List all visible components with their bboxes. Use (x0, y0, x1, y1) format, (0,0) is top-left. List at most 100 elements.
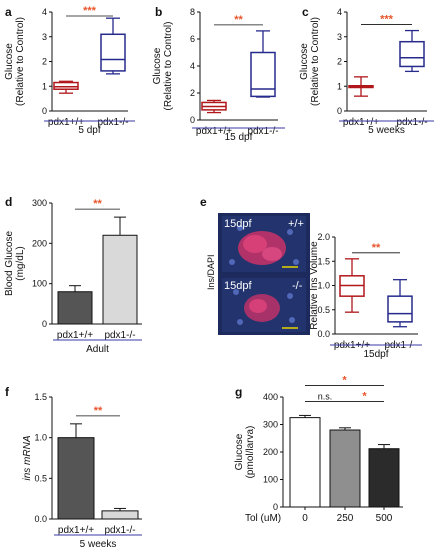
category-label-c: pdx1-/- (396, 117, 427, 128)
bar (368, 448, 400, 508)
chart-f: 0.0 0.5 1.0 1.5 ins mRNA pdx1+/+ pdx1-/- 5 week… (22, 392, 142, 550)
category-label-a: pdx1+/+ (48, 117, 84, 128)
y-tick-label-e: 0.0 (317, 329, 330, 339)
comparison-label: n.s. (318, 391, 333, 401)
y-tick-label-a: 0 (42, 106, 47, 116)
y-axis-label-d: (mg/dL) (15, 246, 26, 280)
y-tick-label-g: 0 (273, 502, 278, 512)
bar (102, 234, 138, 325)
y-tick-label-c: 3 (337, 32, 342, 42)
insulin-cells-bottom (233, 289, 295, 325)
y-tick-label-b: 0 (190, 115, 195, 125)
y-tick-label-g: 300 (263, 420, 278, 430)
comparison-label: * (342, 374, 347, 386)
category-label-f: pdx1-/- (104, 525, 135, 536)
box-iqr (387, 295, 413, 323)
panel-label-g: g (235, 385, 242, 399)
y-tick-label-e: 0.5 (317, 305, 330, 315)
y-axis-label-a: Glucose (4, 43, 15, 80)
box-iqr (399, 40, 425, 68)
y-tick-label-b: 6 (190, 34, 195, 44)
category-label-d: pdx1+/+ (57, 330, 93, 341)
sig-stars: ** (93, 198, 102, 210)
group-label-c: 5 weeks (368, 125, 405, 136)
panel-label-c: c (302, 5, 309, 19)
chart-a: 0 1 2 3 4 Glucose (Relative to Control) pdx1+/+… (4, 5, 135, 136)
y-axis-label-g: (pmol/larva) (245, 426, 256, 479)
panel-label-d: d (5, 195, 12, 209)
bar (57, 437, 95, 520)
y-tick-label-g: 400 (263, 392, 278, 402)
y-axis-label-g: Glucose (234, 433, 245, 470)
category-label-c: pdx1+/+ (343, 117, 379, 128)
y-tick-label-f: 1.5 (34, 392, 47, 402)
image-stain-label: Ins/DAPI (206, 254, 216, 290)
chart-c: 0 1 2 3 4 Glucose (Relative to Control) pdx1+/+… (299, 7, 434, 136)
y-axis-label-c: (Relative to Control) (310, 17, 321, 106)
category-label-g: 250 (337, 513, 354, 524)
y-tick-label-c: 2 (337, 57, 342, 67)
y-tick-label-b: 8 (190, 7, 195, 17)
sig-stars: *** (83, 5, 97, 17)
y-tick-label-f: 0.5 (34, 473, 47, 483)
panel-label-f: f (5, 385, 10, 399)
bar (289, 417, 321, 508)
y-tick-label-e: 1.5 (317, 256, 330, 266)
group-label-e: 15dpf (363, 349, 388, 360)
group-label-b: 15 dpf (225, 132, 253, 143)
image-top-time: 15dpf (224, 218, 252, 230)
bar (101, 510, 139, 520)
box-iqr (100, 33, 126, 72)
y-tick-label-d: 100 (32, 279, 47, 289)
y-tick-label-f: 1.0 (34, 433, 47, 443)
image-bottom-genotype: -/- (292, 280, 303, 292)
y-axis-label-d: Blood Glucose (4, 231, 15, 296)
y-tick-label-f: 0.0 (34, 514, 47, 524)
y-tick-label-a: 4 (42, 7, 47, 17)
sig-stars: ** (94, 405, 103, 417)
y-axis-label-e: Relative Ins Volume (309, 241, 320, 330)
category-label-d: pdx1-/- (104, 330, 135, 341)
group-label-d: Adult (86, 344, 109, 355)
y-tick-label-d: 200 (32, 238, 47, 248)
y-tick-label-g: 200 (263, 447, 278, 457)
category-label-b: pdx1-/- (247, 126, 278, 137)
comparison-label: * (362, 390, 367, 402)
y-tick-label-b: 2 (190, 88, 195, 98)
microscopy-image: 15dpf +/+ 15dpf -/- Ins/DAPI (206, 213, 310, 335)
panel-label-a: a (5, 5, 12, 19)
category-label-a: pdx1-/- (97, 117, 128, 128)
y-tick-label-e: 1.0 (317, 281, 330, 291)
y-tick-label-e: 2.0 (317, 232, 330, 242)
y-axis-label-f: ins mRNA (22, 435, 33, 480)
category-label-f: pdx1+/+ (58, 525, 94, 536)
y-tick-label-c: 4 (337, 7, 342, 17)
y-tick-label-d: 300 (32, 198, 47, 208)
category-label-g: 0 (302, 513, 308, 524)
chart-d: 0 100 200 300 Blood Glucose (mg/dL) pdx1+/+ pdx… (4, 198, 142, 355)
group-label-f: 5 weeks (80, 539, 117, 550)
bar (57, 291, 93, 325)
category-label-g: 500 (376, 513, 393, 524)
sig-stars: *** (380, 14, 394, 26)
panel-label-b: b (155, 5, 162, 19)
y-tick-label-c: 0 (337, 106, 342, 116)
y-tick-label-a: 3 (42, 32, 47, 42)
y-tick-label-g: 100 (263, 475, 278, 485)
sig-stars: ** (234, 14, 243, 26)
image-top-genotype: +/+ (288, 218, 304, 230)
y-axis-label-c: Glucose (299, 43, 310, 80)
y-tick-label-d: 0 (42, 319, 47, 329)
y-tick-label-a: 2 (42, 57, 47, 67)
box-iqr (53, 81, 79, 90)
y-tick-label-b: 4 (190, 61, 195, 71)
box-iqr (250, 51, 276, 98)
bar (329, 429, 361, 508)
image-bottom-time: 15dpf (224, 280, 252, 292)
x-axis-label-g: Tol (uM) (245, 513, 281, 524)
chart-b: 0 2 4 6 8 Glucose (Relative to Control) pdx1+/+… (152, 7, 285, 143)
insulin-cells-top (229, 225, 299, 265)
